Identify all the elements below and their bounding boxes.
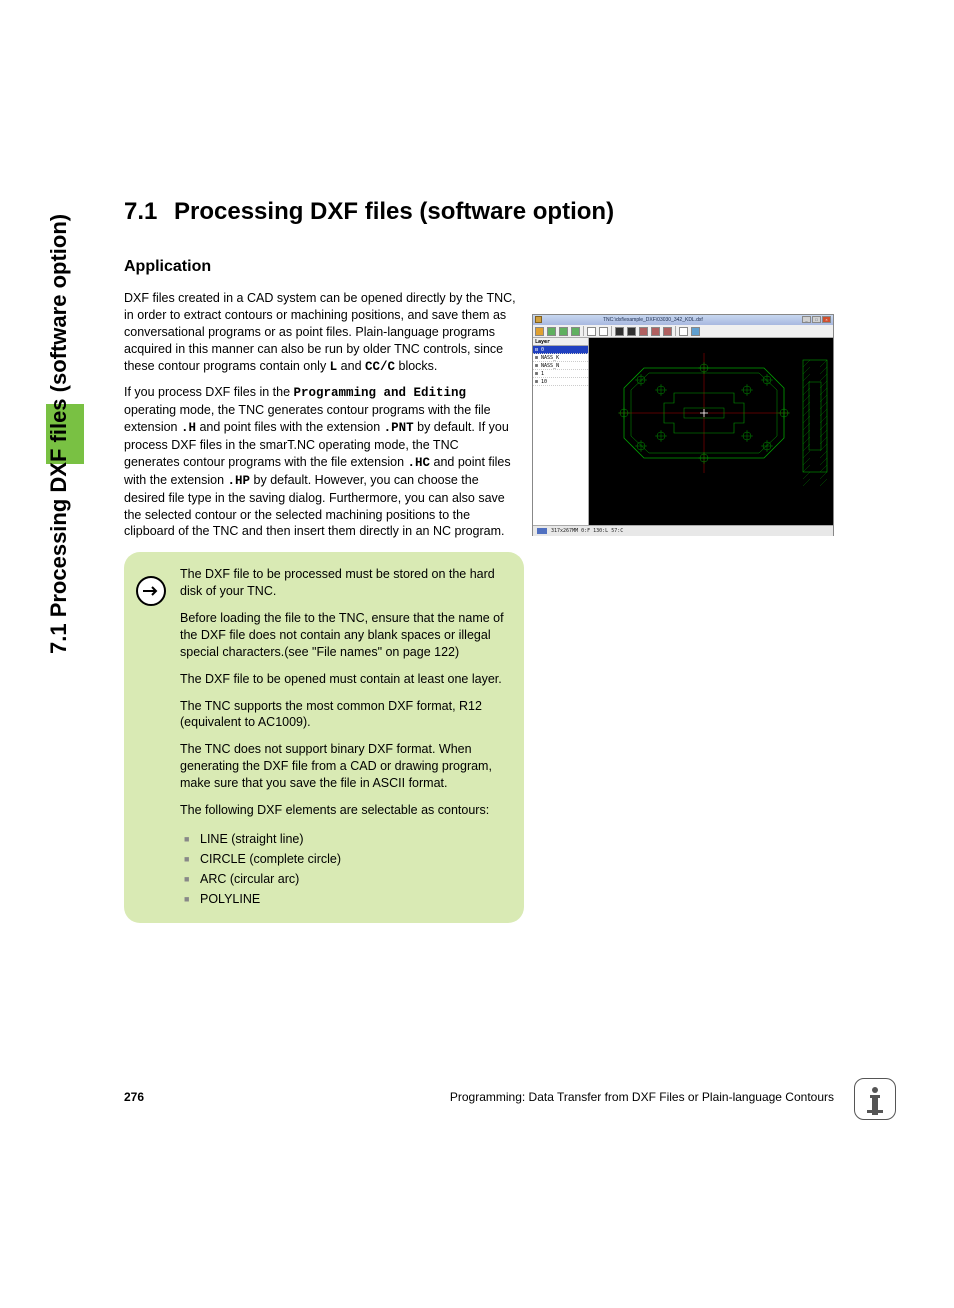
toolbar-button[interactable] (547, 327, 556, 336)
side-tab-label: 7.1 Processing DXF files (software optio… (46, 194, 72, 660)
layer-row[interactable]: ⊟ 0 (533, 346, 588, 354)
page-number: 276 (124, 1090, 144, 1104)
list-item: CIRCLE (complete circle) (200, 849, 510, 869)
paragraph-2: If you process DXF files in the Programm… (124, 384, 516, 540)
app-screenshot: TNC:\dxf\example_DXF\03030_342_KDL.dxf _… (532, 314, 834, 536)
minimize-button[interactable]: _ (802, 316, 811, 323)
toolbar-button[interactable] (571, 327, 580, 336)
toolbar-button[interactable] (587, 327, 596, 336)
note-p2: Before loading the file to the TNC, ensu… (180, 610, 510, 661)
main-content: 7.1 Processing DXF files (software optio… (124, 198, 834, 923)
heading-title: Processing DXF files (software option) (174, 198, 614, 226)
toolbar (533, 325, 833, 338)
sub-heading: Application (124, 258, 834, 276)
toolbar-button[interactable] (535, 327, 544, 336)
layer-row[interactable]: ⊞ 1 (533, 370, 588, 378)
note-box: The DXF file to be processed must be sto… (124, 552, 524, 923)
maximize-button[interactable]: □ (812, 316, 821, 323)
status-bar: 317x267MM 0:F 130:L 57:C (533, 525, 833, 536)
cad-drawing (589, 338, 833, 525)
status-icon (537, 528, 547, 534)
toolbar-button[interactable] (679, 327, 688, 336)
cad-viewport[interactable] (589, 338, 833, 525)
note-p3: The DXF file to be opened must contain a… (180, 671, 510, 688)
toolbar-button[interactable] (663, 327, 672, 336)
info-icon (854, 1078, 896, 1120)
note-arrow-icon (136, 576, 166, 606)
note-p5: The TNC does not support binary DXF form… (180, 741, 510, 792)
paragraph-1: DXF files created in a CAD system can be… (124, 290, 516, 375)
window-buttons: _ □ × (802, 316, 831, 323)
close-button[interactable]: × (822, 316, 831, 323)
status-text: 317x267MM 0:F 130:L 57:C (551, 528, 623, 534)
layer-row[interactable]: ⊞ 10 (533, 378, 588, 386)
toolbar-button[interactable] (559, 327, 568, 336)
toolbar-button[interactable] (691, 327, 700, 336)
toolbar-button[interactable] (599, 327, 608, 336)
layer-panel-header: Layer (533, 338, 588, 346)
note-p6: The following DXF elements are selectabl… (180, 802, 510, 819)
note-list: LINE (straight line) CIRCLE (complete ci… (180, 829, 510, 909)
note-p4: The TNC supports the most common DXF for… (180, 698, 510, 732)
list-item: POLYLINE (200, 889, 510, 909)
page-heading: 7.1 Processing DXF files (software optio… (124, 198, 834, 226)
footer-text: Programming: Data Transfer from DXF File… (144, 1090, 834, 1104)
toolbar-button[interactable] (639, 327, 648, 336)
window-titlebar: TNC:\dxf\example_DXF\03030_342_KDL.dxf _… (533, 315, 833, 325)
app-icon (535, 316, 542, 323)
list-item: ARC (circular arc) (200, 869, 510, 889)
heading-number: 7.1 (124, 198, 174, 226)
layer-row[interactable]: ⊞ NASS_N (533, 362, 588, 370)
layer-row[interactable]: ⊞ NASS_K (533, 354, 588, 362)
note-p1: The DXF file to be processed must be sto… (180, 566, 510, 600)
body-text: DXF files created in a CAD system can be… (124, 290, 516, 540)
toolbar-button[interactable] (651, 327, 660, 336)
page-footer: 276 Programming: Data Transfer from DXF … (124, 1090, 834, 1104)
toolbar-button[interactable] (615, 327, 624, 336)
layer-panel: Layer ⊟ 0⊞ NASS_K⊞ NASS_N⊞ 1⊞ 10 (533, 338, 589, 525)
side-tab: 7.1 Processing DXF files (software optio… (46, 194, 84, 660)
list-item: LINE (straight line) (200, 829, 510, 849)
toolbar-button[interactable] (627, 327, 636, 336)
window-title: TNC:\dxf\example_DXF\03030_342_KDL.dxf (603, 317, 703, 323)
